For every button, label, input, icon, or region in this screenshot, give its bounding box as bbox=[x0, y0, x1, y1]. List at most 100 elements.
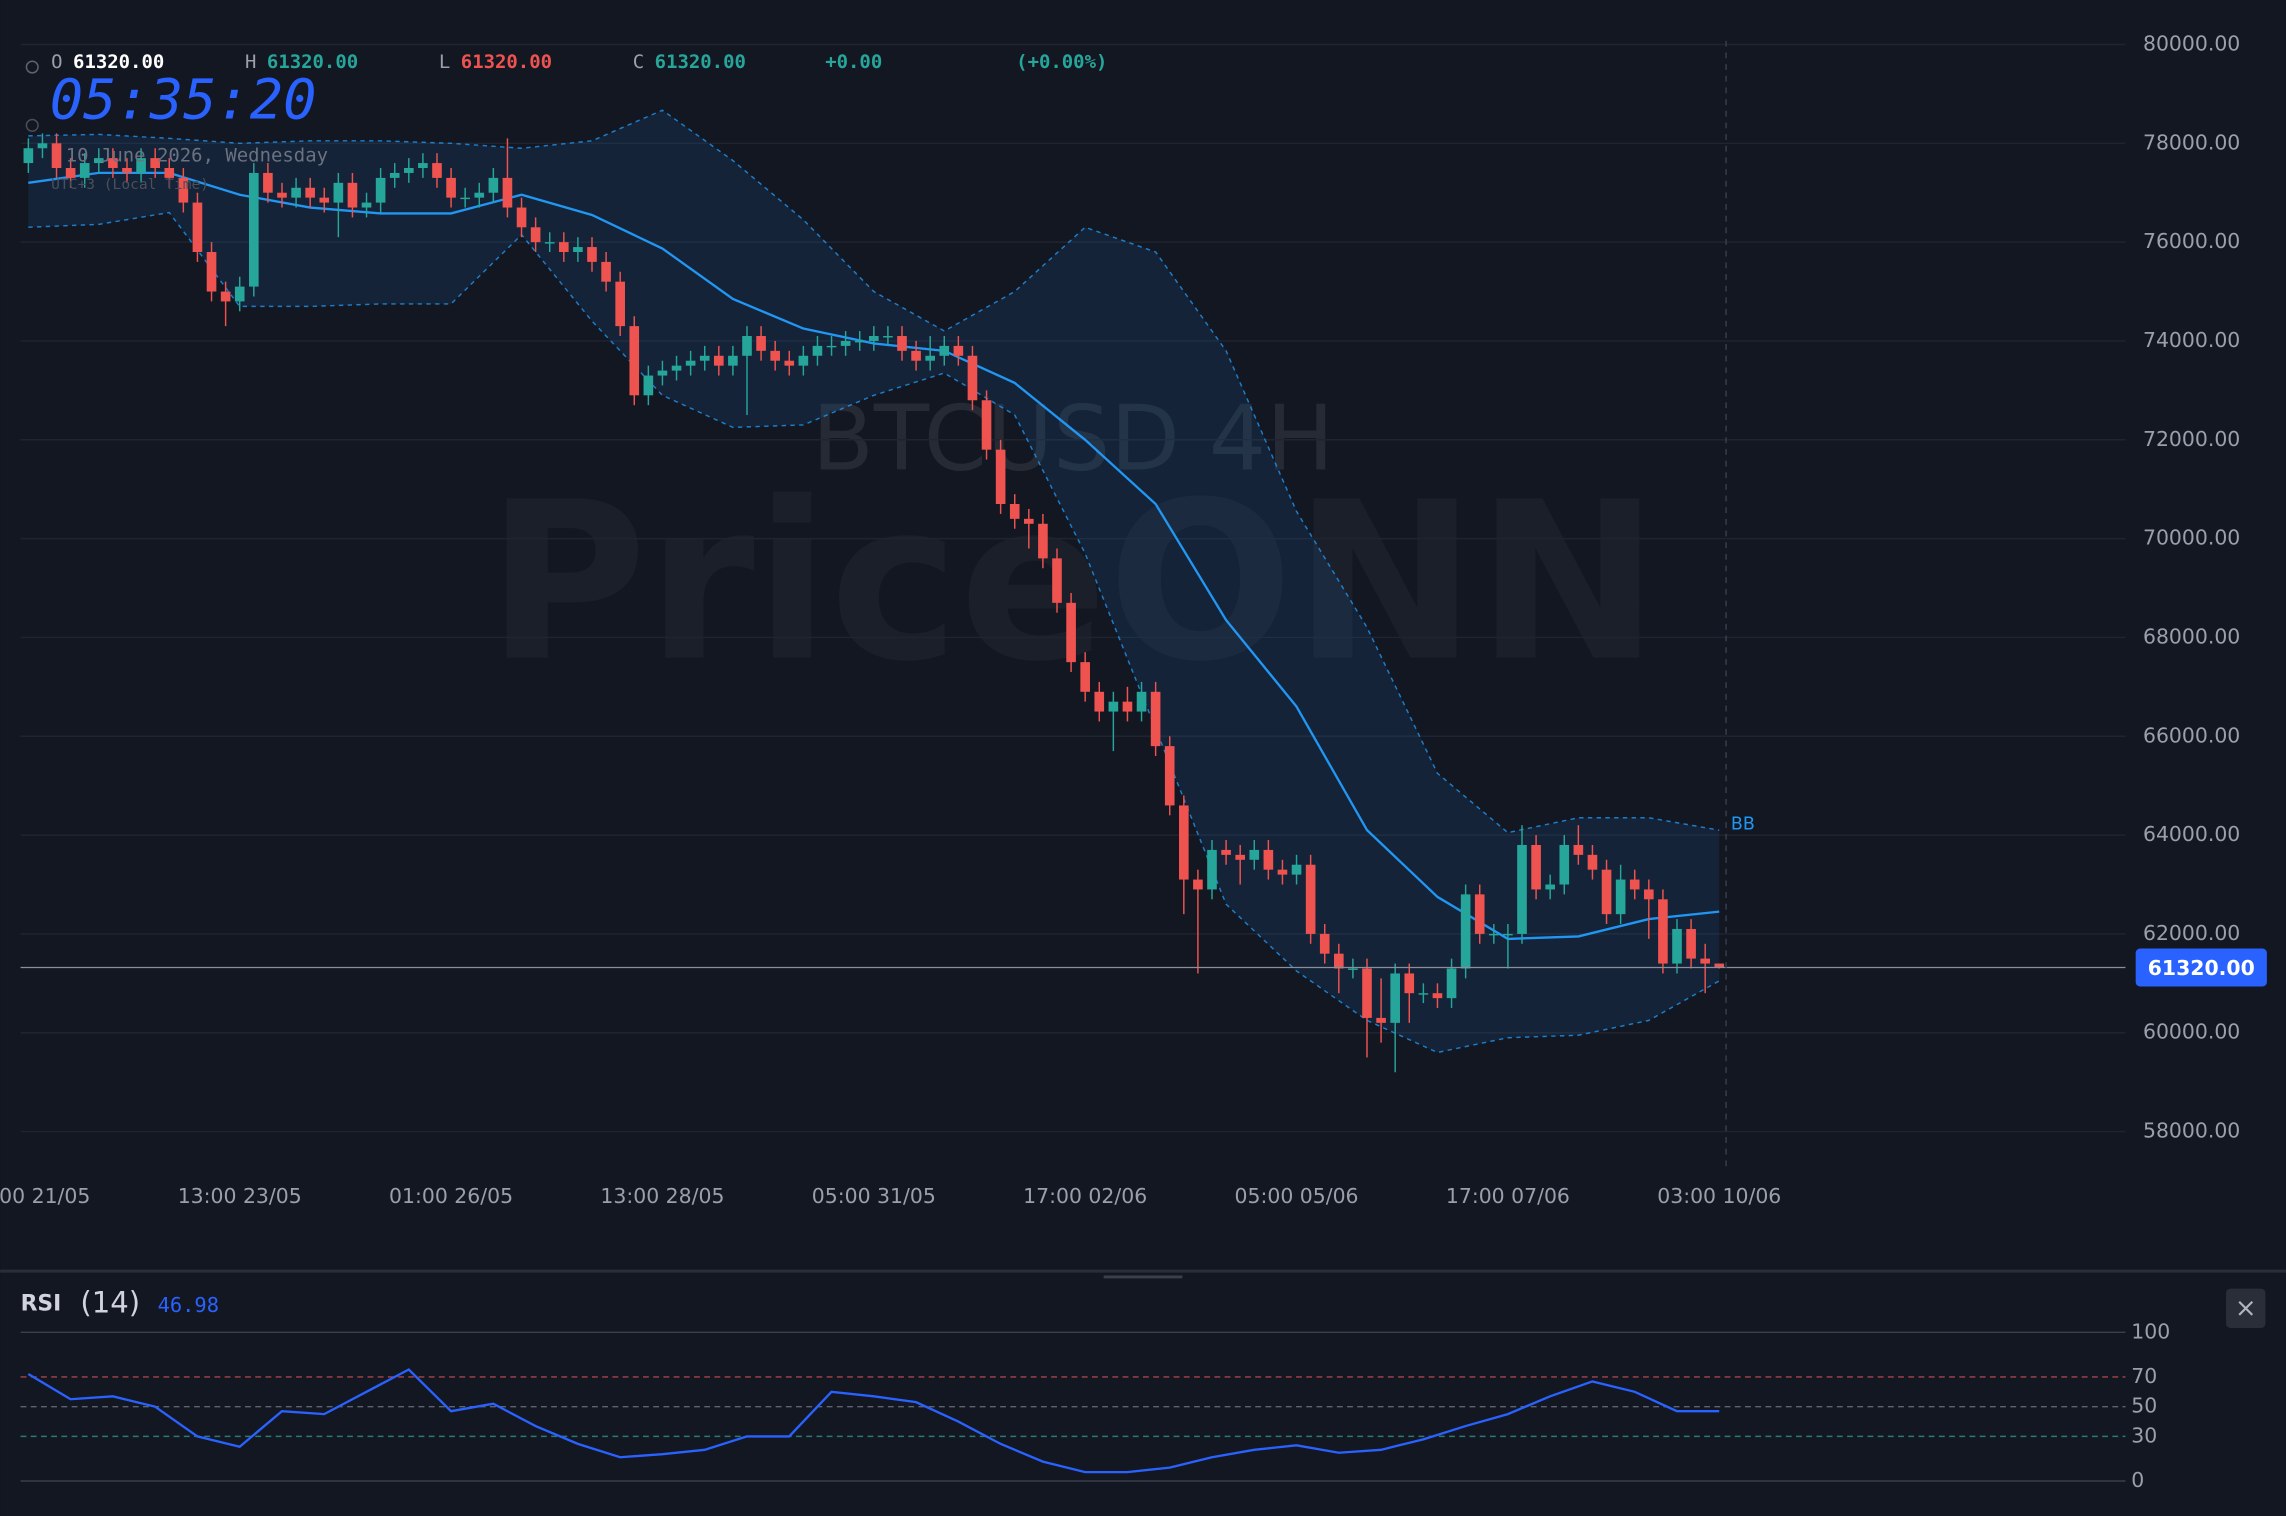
candle-body bbox=[516, 207, 527, 228]
candle-body bbox=[488, 177, 499, 193]
open-label: O bbox=[51, 51, 62, 73]
candle-body bbox=[122, 168, 132, 173]
candle-body bbox=[1207, 849, 1217, 890]
candle-body bbox=[263, 172, 273, 193]
candle-body bbox=[277, 192, 287, 198]
candle-body bbox=[403, 168, 414, 173]
candle-body bbox=[939, 345, 950, 356]
candle-body bbox=[925, 355, 935, 361]
last-price-box bbox=[2135, 948, 2267, 987]
y-tick-label: 74000.00 bbox=[2143, 328, 2240, 352]
rsi-line bbox=[27, 1368, 1720, 1474]
rsi-tick-label: 0 bbox=[2131, 1468, 2144, 1492]
date: 10 June 2026, Wednesday bbox=[66, 144, 328, 166]
candle-body bbox=[1489, 933, 1499, 936]
candle-body bbox=[728, 355, 738, 366]
y-tick-label: 58000.00 bbox=[2143, 1119, 2240, 1143]
candle-body bbox=[389, 172, 400, 178]
y-tick-label: 64000.00 bbox=[2143, 822, 2240, 846]
low-label: L bbox=[439, 51, 450, 73]
candle-body bbox=[1460, 894, 1471, 969]
candle-body bbox=[220, 291, 231, 302]
candle-body bbox=[178, 177, 189, 203]
candle-body bbox=[1150, 691, 1161, 747]
x-tick-label: 17:00 07/06 bbox=[1446, 1184, 1570, 1208]
price-pane bbox=[20, 43, 2126, 1133]
y-tick-label: 66000.00 bbox=[2143, 723, 2240, 747]
candle-body bbox=[192, 202, 203, 253]
candle-body bbox=[1221, 849, 1231, 855]
candle-body bbox=[502, 177, 513, 208]
high-value: 61320.00 bbox=[267, 51, 358, 73]
candle-body bbox=[234, 286, 245, 302]
candle-body bbox=[1249, 849, 1260, 860]
candle-body bbox=[883, 336, 893, 338]
candle-body bbox=[432, 163, 442, 178]
candle-body bbox=[1517, 844, 1527, 934]
y-tick-label: 72000.00 bbox=[2143, 427, 2240, 451]
last-price-label: 61320.00 bbox=[2148, 956, 2255, 980]
candle-body bbox=[65, 168, 76, 178]
candle-body bbox=[1376, 1017, 1386, 1023]
candle-body bbox=[671, 365, 682, 371]
candle-body bbox=[347, 182, 358, 208]
candle-body bbox=[685, 360, 696, 366]
candle-body bbox=[23, 148, 34, 164]
candle-body bbox=[1179, 805, 1189, 880]
change: +0.00 bbox=[825, 51, 882, 73]
candle-body bbox=[770, 350, 780, 361]
y-tick-label: 76000.00 bbox=[2143, 229, 2240, 253]
candle-body bbox=[248, 172, 259, 287]
rsi-title: RSI bbox=[21, 1292, 62, 1317]
eye-icon bbox=[25, 118, 39, 132]
candle-body bbox=[1615, 879, 1626, 915]
candle-body bbox=[897, 336, 907, 351]
candle-body bbox=[79, 163, 90, 178]
candle-body bbox=[657, 370, 668, 376]
y-tick-label: 70000.00 bbox=[2143, 526, 2240, 550]
candle-body bbox=[1291, 864, 1302, 875]
candle-body bbox=[1263, 849, 1274, 870]
rsi-period: (14) bbox=[80, 1286, 140, 1320]
x-tick-label: 13:00 28/05 bbox=[600, 1184, 724, 1208]
candle-body bbox=[601, 261, 611, 282]
candle-body bbox=[1038, 523, 1048, 559]
x-tick-label: 01:00 26/05 bbox=[389, 1184, 513, 1208]
candle-body bbox=[544, 242, 555, 244]
y-tick-label: 80000.00 bbox=[2143, 31, 2240, 55]
candle-body bbox=[1573, 844, 1584, 855]
candle-body bbox=[1432, 993, 1443, 999]
candle-body bbox=[1559, 844, 1570, 885]
rsi-tick-label: 30 bbox=[2131, 1423, 2157, 1447]
candle-body bbox=[1658, 899, 1668, 964]
candle-body bbox=[164, 168, 175, 178]
candle-body bbox=[1629, 879, 1640, 890]
x-tick-label: 01:00 21/05 bbox=[0, 1184, 90, 1208]
bb-fill bbox=[28, 110, 1720, 1053]
change-pct: (+0.00%) bbox=[1016, 51, 1107, 73]
candle-body bbox=[995, 449, 1006, 505]
candle-body bbox=[1235, 854, 1245, 860]
candle-body bbox=[136, 158, 146, 173]
candle-body bbox=[756, 336, 766, 351]
candle-body bbox=[1277, 869, 1288, 875]
candle-body bbox=[854, 340, 865, 343]
candle-body bbox=[1305, 864, 1316, 934]
watermark-brand: PriceONN bbox=[487, 455, 1660, 710]
candle-body bbox=[150, 158, 160, 169]
y-tick-label: 68000.00 bbox=[2143, 624, 2240, 648]
resize-handle[interactable] bbox=[1103, 1275, 1183, 1279]
bb-label: BB bbox=[1731, 814, 1755, 834]
close-icon[interactable] bbox=[2238, 1300, 2254, 1316]
candle-body bbox=[1644, 889, 1654, 900]
rsi-tick-label: 50 bbox=[2131, 1394, 2157, 1418]
candle-body bbox=[643, 375, 654, 396]
candle-body bbox=[714, 355, 724, 366]
bb-upper bbox=[28, 109, 1720, 834]
candle-body bbox=[615, 281, 625, 327]
open-value: 61320.00 bbox=[73, 51, 164, 73]
candle-body bbox=[1052, 558, 1062, 603]
close-button[interactable] bbox=[2226, 1288, 2266, 1328]
candle-body bbox=[418, 163, 428, 169]
